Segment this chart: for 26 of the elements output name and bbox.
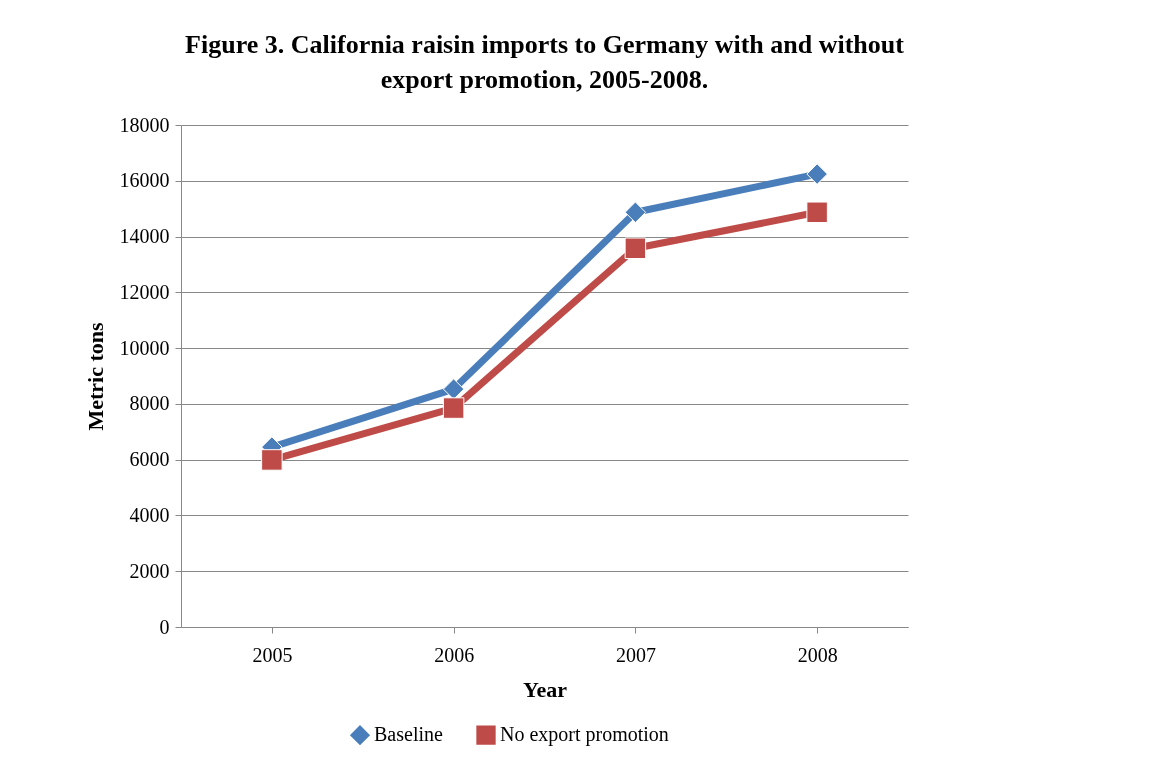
x-axis-title: Year (523, 676, 568, 702)
y-tick-label: 14000 (119, 225, 170, 248)
x-tick-label: 2005 (252, 643, 293, 666)
point (806, 201, 828, 224)
x-tick-label: 2006 (434, 643, 475, 666)
y-tick-label: 4000 (129, 503, 170, 526)
chart-title: Figure 3. California raisin imports to Germany with and without export promotion, 2005-2008. (185, 30, 905, 94)
point (442, 378, 465, 400)
x-tick-label: 2007 (615, 643, 656, 666)
legend-label: Baseline (374, 723, 443, 746)
y-tick-label: 6000 (129, 448, 170, 471)
point (261, 449, 283, 471)
point (806, 163, 828, 185)
point (624, 201, 647, 224)
y-tick-label: 10000 (119, 336, 170, 359)
y-tick-label: 12000 (119, 280, 170, 303)
y-tick-label: 8000 (129, 392, 170, 415)
point (624, 237, 647, 260)
y-tick-label: 2000 (129, 559, 170, 582)
point (442, 397, 465, 419)
legend-label: No export promotion (500, 723, 669, 747)
y-tick-label: 18000 (119, 113, 170, 136)
x-tick-label: 2008 (797, 643, 838, 666)
y-tick-label: 0 (159, 615, 170, 638)
y-axis-title: Metric tons (82, 322, 108, 431)
y-tick-label: 16000 (119, 169, 170, 192)
